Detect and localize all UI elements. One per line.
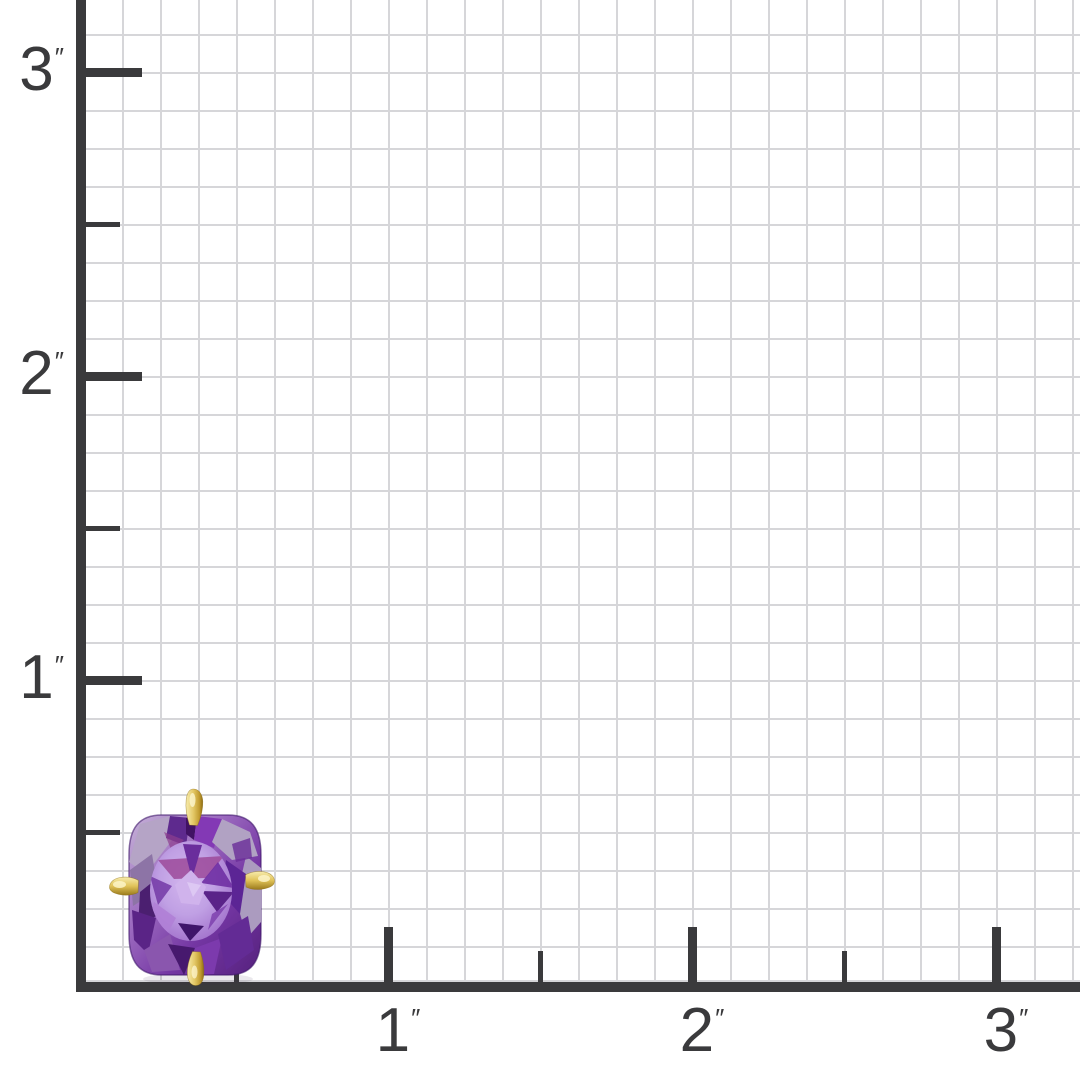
x-label-3-number: 3 xyxy=(983,996,1018,1065)
y-axis-label-3in: 3 ″ xyxy=(0,37,64,103)
y-label-3-inch-mark: ″ xyxy=(54,42,64,72)
amethyst-gemstone xyxy=(109,788,275,986)
table-facets xyxy=(150,844,232,941)
y-label-1-number: 1 xyxy=(19,643,53,712)
y-label-1-inch-mark: ″ xyxy=(54,650,64,680)
x-label-3-inch-mark: ″ xyxy=(1019,1003,1029,1033)
x-tick-2in xyxy=(688,927,697,982)
x-tick-2-5in xyxy=(842,951,847,982)
y-label-3-number: 3 xyxy=(19,35,53,104)
x-tick-3in xyxy=(992,927,1001,982)
x-label-1-inch-mark: ″ xyxy=(411,1003,421,1033)
y-tick-1in xyxy=(86,676,142,685)
y-tick-1-5in xyxy=(86,526,120,531)
x-label-1-number: 1 xyxy=(375,996,410,1065)
x-axis-label-2in: 2 ″ xyxy=(662,998,742,1064)
x-axis-label-3in: 3 ″ xyxy=(966,998,1046,1064)
x-tick-1in xyxy=(384,927,393,982)
y-label-2-number: 2 xyxy=(19,339,53,408)
x-axis-bar xyxy=(76,982,1080,992)
grid-paper xyxy=(84,0,1080,984)
crown-facets xyxy=(129,816,261,975)
x-label-2-number: 2 xyxy=(679,996,714,1065)
y-tick-2in xyxy=(86,372,142,381)
y-axis-label-1in: 1 ″ xyxy=(0,645,64,711)
x-axis-label-1in: 1 ″ xyxy=(358,998,438,1064)
x-tick-1-5in xyxy=(538,951,543,982)
y-tick-0-5in xyxy=(86,830,120,835)
y-axis-label-2in: 2 ″ xyxy=(0,341,64,407)
prong-bottom xyxy=(186,951,205,986)
x-label-2-inch-mark: ″ xyxy=(715,1003,725,1033)
prong-right xyxy=(245,871,275,890)
y-label-2-inch-mark: ″ xyxy=(54,346,64,376)
y-tick-3in xyxy=(86,68,142,77)
prong-left xyxy=(109,876,139,896)
y-axis-bar xyxy=(76,0,86,992)
y-tick-2-5in xyxy=(86,222,120,227)
prong-top xyxy=(185,788,204,826)
